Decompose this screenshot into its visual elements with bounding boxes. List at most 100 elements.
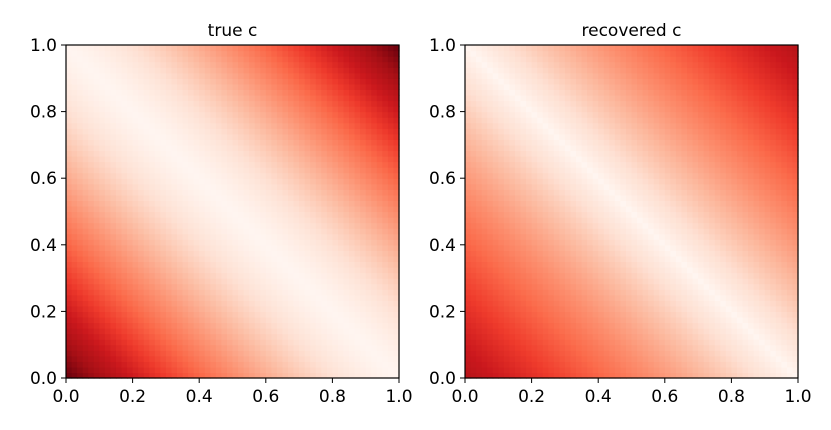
heatmap-cell — [288, 361, 295, 368]
heatmap-cell — [254, 233, 261, 240]
heatmap-cell — [343, 139, 350, 146]
heatmap-cell — [77, 122, 84, 129]
heatmap-cell — [66, 56, 73, 63]
heatmap-cell — [182, 294, 189, 301]
heatmap-cell — [559, 189, 566, 196]
heatmap-cell — [154, 322, 161, 329]
heatmap-cell — [260, 45, 267, 52]
heatmap-cell — [542, 278, 549, 285]
heatmap-cell — [382, 339, 389, 346]
heatmap-cell — [537, 267, 544, 274]
heatmap-cell — [177, 267, 184, 274]
heatmap-cell — [138, 50, 145, 57]
heatmap-cell — [249, 45, 256, 52]
heatmap-cell — [232, 289, 239, 296]
heatmap-cell — [553, 228, 560, 235]
heatmap-cell — [293, 200, 300, 207]
heatmap-cell — [215, 361, 222, 368]
heatmap-cell — [282, 89, 289, 96]
heatmap-cell — [387, 72, 395, 79]
heatmap-cell — [481, 122, 488, 129]
heatmap-cell — [492, 100, 499, 107]
heatmap-cell — [337, 161, 345, 168]
heatmap-cell — [143, 267, 150, 274]
heatmap-cell — [564, 355, 572, 362]
heatmap-cell — [542, 233, 549, 240]
heatmap-cell — [238, 194, 245, 201]
heatmap-cell — [343, 311, 350, 318]
heatmap-cell — [382, 161, 389, 168]
heatmap-cell — [254, 194, 261, 201]
heatmap-cell — [149, 56, 156, 63]
heatmap-cell — [365, 311, 372, 318]
heatmap-cell — [115, 161, 123, 168]
heatmap-cell — [254, 222, 261, 229]
heatmap-cell — [193, 316, 200, 324]
heatmap-cell — [210, 78, 217, 85]
heatmap-cell — [265, 278, 272, 285]
heatmap-cell — [526, 61, 533, 68]
heatmap-cell — [160, 50, 167, 57]
heatmap-cell — [104, 228, 111, 235]
heatmap-cell — [548, 106, 555, 113]
heatmap-cell — [354, 117, 361, 124]
heatmap-cell — [293, 222, 300, 229]
heatmap-cell — [77, 61, 84, 68]
heatmap-cell — [210, 366, 217, 374]
heatmap-cell — [371, 333, 378, 340]
heatmap-cell — [393, 289, 400, 296]
heatmap-cell — [487, 156, 494, 163]
heatmap-cell — [177, 89, 184, 96]
heatmap-cell — [77, 205, 84, 213]
heatmap-cell — [520, 100, 527, 107]
heatmap-cell — [531, 45, 538, 52]
heatmap-cell — [376, 283, 383, 290]
heatmap-cell — [509, 228, 516, 235]
heatmap-cell — [332, 289, 339, 296]
heatmap-cell — [576, 128, 583, 135]
heatmap-cell — [93, 139, 100, 146]
heatmap-cell — [249, 250, 256, 257]
heatmap-cell — [182, 150, 189, 157]
heatmap-cell — [154, 133, 161, 140]
heatmap-cell — [371, 106, 378, 113]
heatmap-cell — [165, 161, 173, 168]
heatmap-cell — [232, 128, 239, 135]
heatmap-cell — [481, 178, 488, 185]
heatmap-cell — [382, 289, 389, 296]
heatmap-cell — [542, 117, 549, 124]
heatmap-cell — [77, 217, 84, 224]
heatmap-cell — [465, 366, 472, 374]
heatmap-cell — [360, 117, 367, 124]
heatmap-cell — [182, 239, 189, 246]
heatmap-cell — [587, 311, 594, 318]
heatmap-cell — [132, 78, 139, 85]
heatmap-cells — [66, 45, 400, 379]
heatmap-cell — [332, 161, 339, 168]
heatmap-cell — [221, 278, 228, 285]
heatmap-cell — [115, 183, 123, 190]
heatmap-cell — [215, 289, 222, 296]
heatmap-cell — [215, 133, 222, 140]
heatmap-cell — [127, 161, 134, 168]
heatmap-cell — [548, 89, 555, 96]
heatmap-cell — [476, 361, 483, 368]
heatmap-cell — [193, 194, 200, 201]
heatmap-cell — [260, 350, 267, 357]
heatmap-cell — [465, 167, 472, 174]
heatmap-cell — [470, 339, 477, 346]
heatmap-cell — [77, 156, 84, 163]
heatmap-cell — [265, 144, 272, 152]
heatmap-cell — [127, 361, 134, 368]
heatmap-cell — [260, 150, 267, 157]
heatmap-cell — [188, 255, 195, 263]
heatmap-cell — [271, 178, 278, 185]
heatmap-cell — [537, 161, 544, 168]
heatmap-cell — [321, 267, 328, 274]
heatmap-cell — [465, 144, 472, 152]
heatmap-cell — [104, 78, 111, 85]
heatmap-cell — [199, 305, 206, 312]
heatmap-cell — [199, 67, 206, 74]
heatmap-cell — [293, 94, 300, 102]
heatmap-cell — [143, 56, 150, 63]
